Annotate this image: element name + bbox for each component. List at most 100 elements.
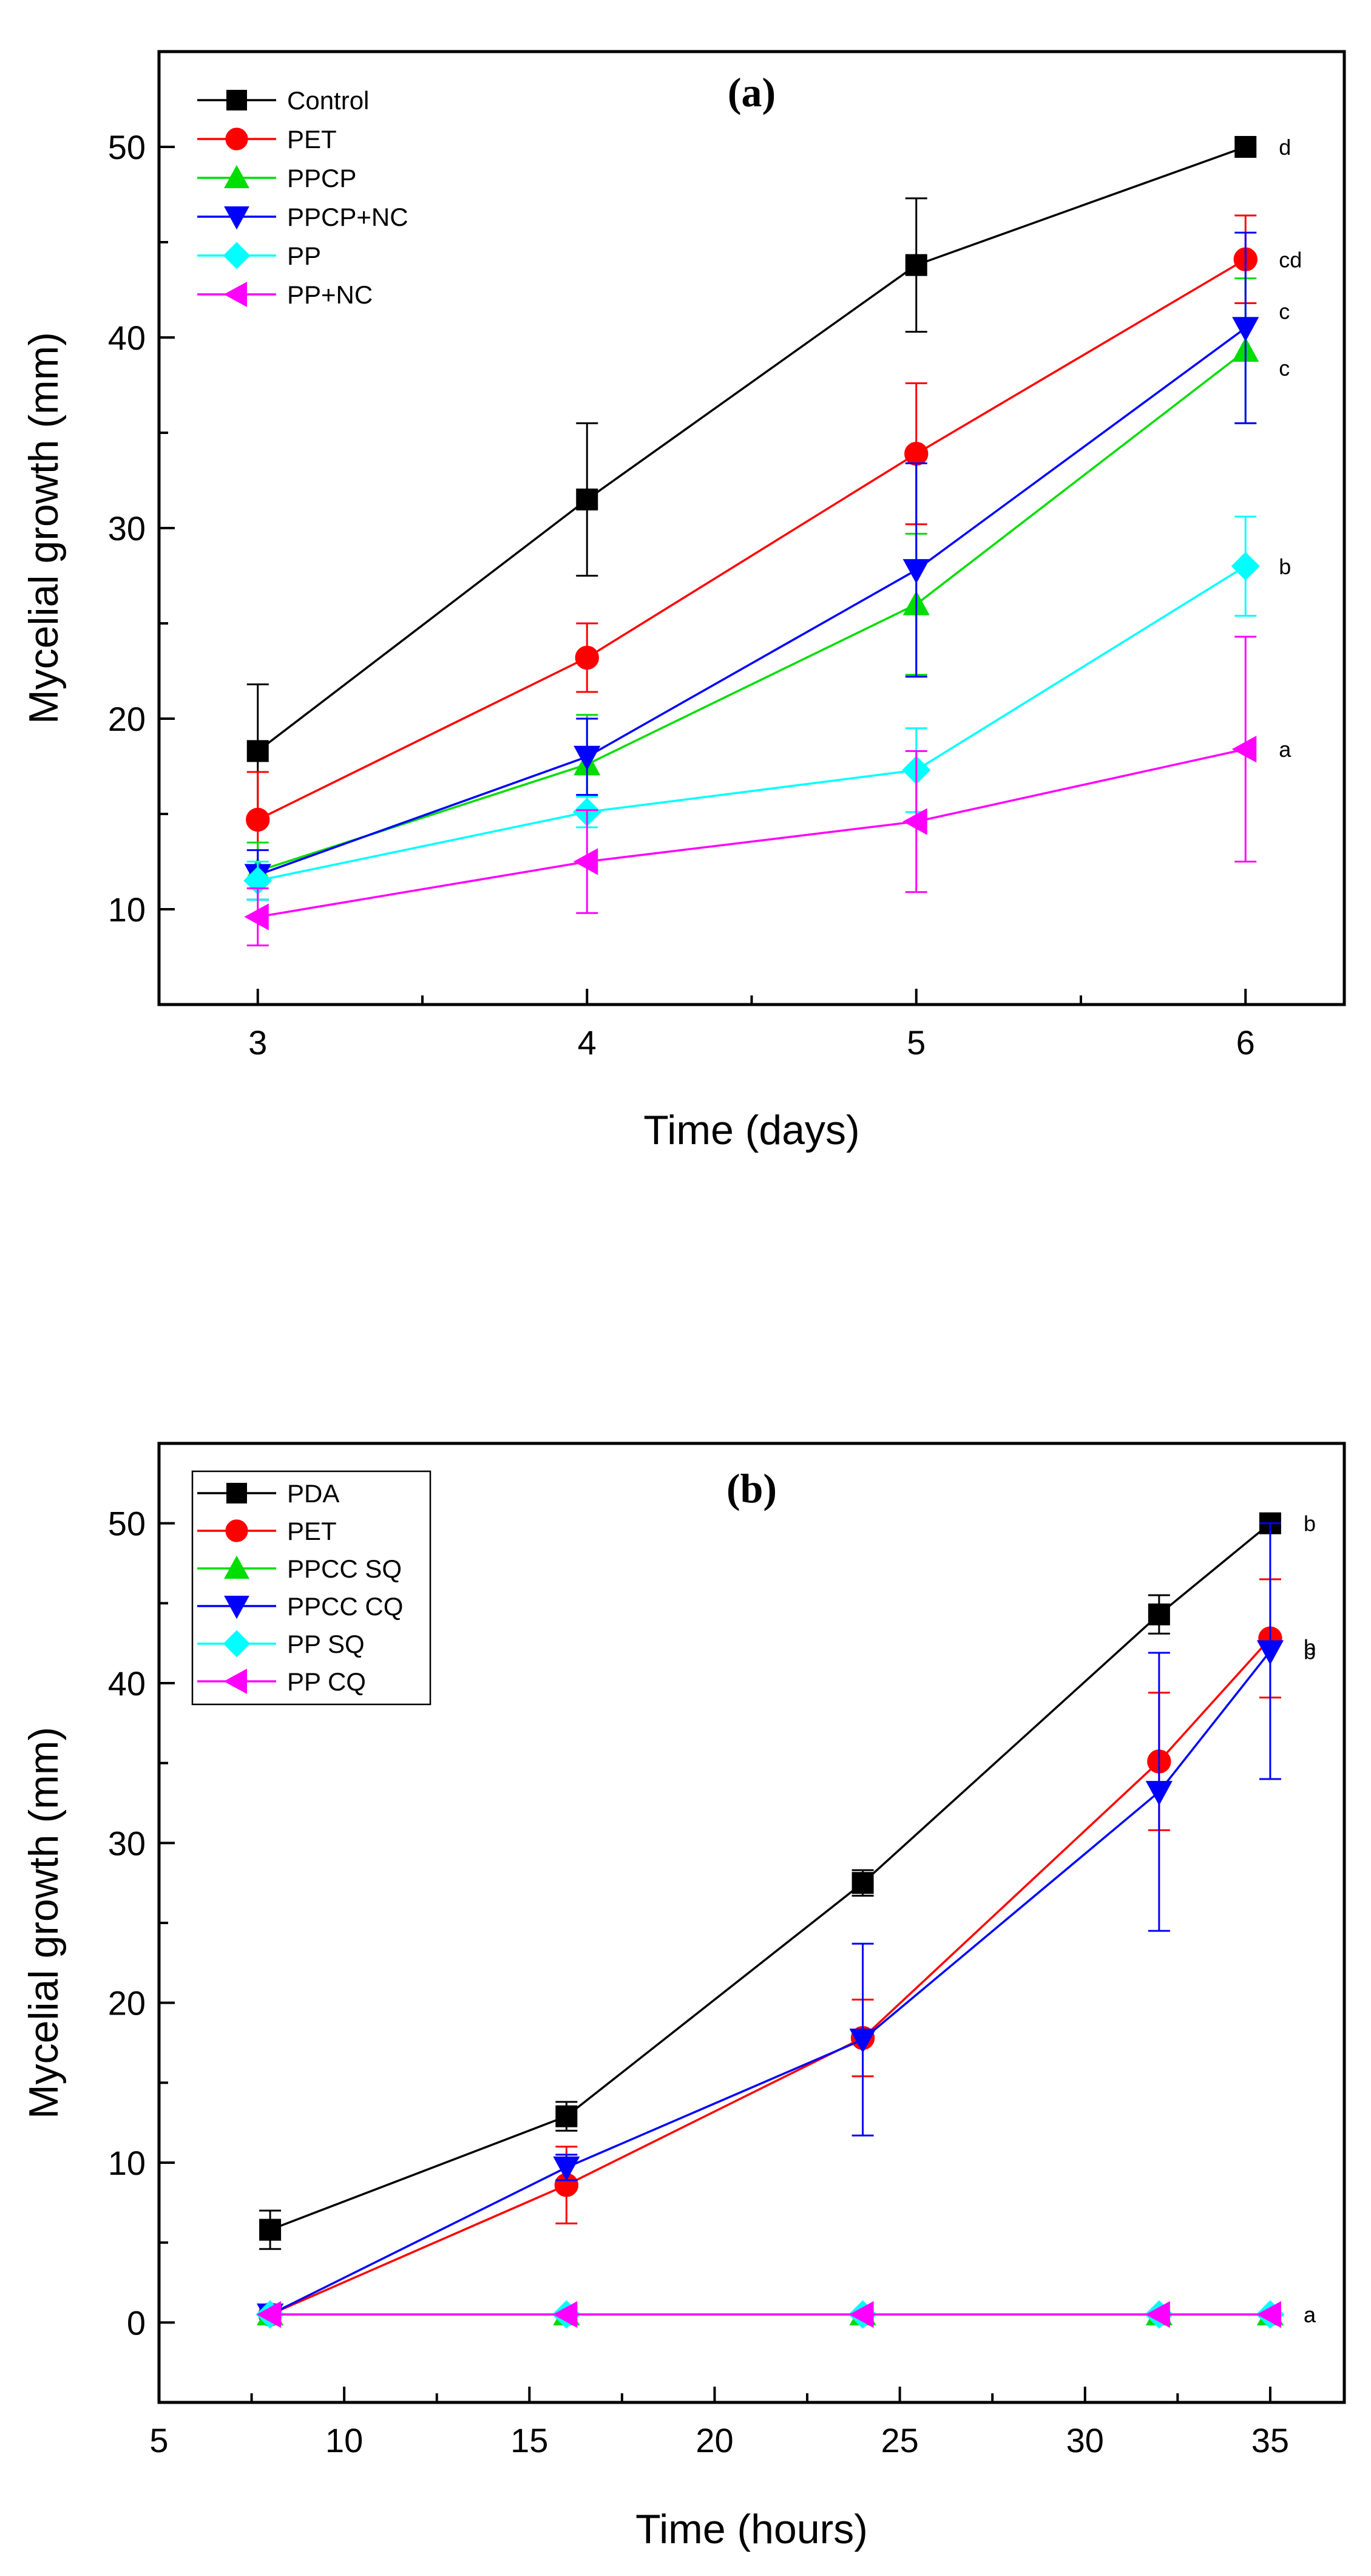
- legend-label: PP: [287, 242, 321, 270]
- legend-item: PET: [197, 125, 337, 154]
- data-point: [902, 808, 927, 835]
- x-tick-label: 10: [325, 2421, 363, 2459]
- significance-label: c: [1279, 299, 1290, 324]
- series-line: [257, 146, 1246, 752]
- x-tick-label: 5: [149, 2421, 168, 2459]
- legend-item: PP CQ: [197, 1667, 366, 1696]
- data-point: [246, 807, 270, 832]
- data-point: [1256, 1640, 1284, 1665]
- legend-marker: [223, 282, 247, 307]
- legend-label: PDA: [287, 1479, 339, 1508]
- legend-item: Control: [197, 86, 369, 115]
- y-tick-label: 50: [108, 128, 146, 166]
- data-point: [1145, 2301, 1170, 2328]
- legend-marker: [224, 206, 249, 230]
- data-point: [1148, 1603, 1170, 1625]
- data-point: [1231, 736, 1257, 763]
- series-line: [257, 258, 1247, 821]
- series-line: [257, 748, 1246, 918]
- y-tick-label: 40: [108, 319, 146, 357]
- data-point: [574, 745, 601, 771]
- legend-label: PPCC CQ: [287, 1592, 403, 1621]
- y-tick-label: 30: [108, 509, 146, 547]
- legend-label: Control: [287, 86, 369, 115]
- chart-panel-a: 10 20 30 40 50 3 4 5 6 Time (days) Mycelial growth…: [21, 50, 1346, 1153]
- chart-panel-b: 0 10 20 30 40 50 5 10 15 20 25 30 35 Time (hours) Myce…: [21, 1442, 1346, 2552]
- data-point: [244, 903, 269, 930]
- x-tick-label: 6: [1236, 1023, 1255, 1062]
- y-axis-title: Mycelial growth (mm): [21, 1727, 67, 2119]
- legend-label: PPCP: [287, 164, 356, 192]
- data-point: [849, 2029, 876, 2053]
- series-line: [269, 1650, 1271, 2316]
- series-pp-nc: a: [244, 636, 1291, 947]
- legend-item: PP: [197, 242, 321, 270]
- data-point: [849, 2301, 874, 2328]
- legend-marker: [224, 1555, 249, 1579]
- significance-label: b: [1279, 554, 1291, 579]
- x-axis-title: Time (days): [643, 1107, 859, 1153]
- data-point: [553, 2156, 580, 2181]
- legend-item: PP SQ: [197, 1630, 365, 1658]
- x-tick-label: 30: [1066, 2421, 1104, 2459]
- series-pp-cq: a: [256, 2301, 1316, 2328]
- x-tick-label: 15: [510, 2421, 548, 2459]
- series-pda: b: [259, 1511, 1316, 2250]
- significance-label: cd: [1279, 247, 1302, 272]
- y-tick-label: 10: [108, 890, 146, 929]
- series-ppcc-cq: b: [257, 1522, 1316, 2328]
- legend-label: PET: [287, 1517, 337, 1545]
- legend-frame: [191, 1470, 432, 1706]
- legend-marker: [226, 1483, 247, 1503]
- legend-label: PP SQ: [287, 1630, 365, 1658]
- legend-label: PPCC SQ: [287, 1554, 402, 1583]
- legend: PDA PET PPCC SQ PPCC CQ PP SQ PP CQ: [191, 1470, 432, 1706]
- data-point: [576, 488, 598, 510]
- data-point: [905, 254, 927, 276]
- data-point: [256, 2301, 282, 2328]
- significance-label: a: [1304, 2302, 1316, 2327]
- x-axis-title: Time (hours): [635, 2506, 868, 2552]
- legend-marker: [224, 164, 249, 188]
- x-tick-label: 4: [578, 1023, 597, 1062]
- legend-label: PP+NC: [287, 280, 373, 309]
- x-tick-label: 20: [696, 2421, 733, 2459]
- y-tick-label: 10: [108, 2144, 146, 2182]
- legend-marker: [223, 1630, 251, 1658]
- y-axis-title: Mycelial growth (mm): [21, 332, 67, 724]
- y-tick-label: 20: [108, 1984, 146, 2022]
- series-pet: b: [258, 1578, 1316, 2327]
- data-point: [575, 645, 599, 670]
- x-tick-label: 5: [907, 1023, 926, 1062]
- legend: Control PET PPCP PPCP+NC PP PP+NC: [197, 86, 408, 309]
- significance-label: b: [1304, 1639, 1316, 1664]
- legend-marker: [225, 1519, 248, 1542]
- y-tick-label: 50: [108, 1505, 146, 1543]
- legend-marker: [226, 90, 247, 110]
- x-tick-label: 3: [248, 1023, 267, 1062]
- legend-label: PPCP+NC: [287, 203, 408, 231]
- legend-marker: [225, 127, 248, 151]
- series-pp: b: [243, 515, 1291, 901]
- data-point: [1145, 1781, 1173, 1806]
- data-point: [904, 441, 929, 466]
- legend-item: PET: [197, 1517, 337, 1545]
- significance-label: a: [1279, 737, 1291, 762]
- series-pet: cd: [246, 214, 1302, 869]
- legend-item: PDA: [197, 1479, 339, 1508]
- data-point: [1231, 552, 1260, 581]
- series-ppcp-nc: c: [244, 231, 1290, 901]
- legend-item: PP+NC: [197, 280, 373, 309]
- data-point: [851, 1872, 874, 1894]
- panel-title: (b): [726, 1465, 777, 1511]
- data-point: [1256, 2301, 1281, 2328]
- significance-label: b: [1304, 1511, 1316, 1536]
- series-line: [257, 350, 1247, 872]
- data-point: [1232, 317, 1259, 342]
- legend-label: PP CQ: [287, 1667, 366, 1696]
- significance-label: a: [1304, 2302, 1316, 2327]
- plot-frame: [157, 50, 1346, 1006]
- plot-frame: [157, 1442, 1346, 2404]
- legend-item: PPCP: [197, 164, 356, 192]
